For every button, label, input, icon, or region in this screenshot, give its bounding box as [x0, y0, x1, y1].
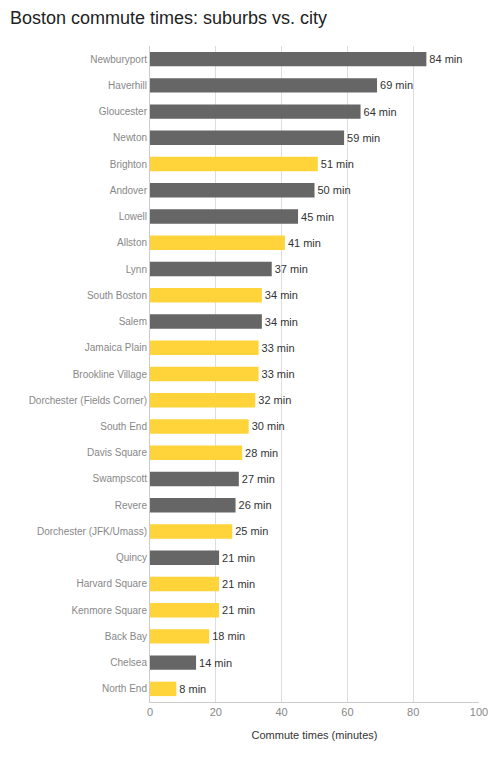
svg-text:0: 0	[147, 706, 153, 718]
svg-text:50 min: 50 min	[318, 184, 351, 196]
svg-text:Harvard Square: Harvard Square	[76, 578, 147, 589]
svg-text:32 min: 32 min	[258, 394, 291, 406]
svg-text:18 min: 18 min	[212, 630, 245, 642]
svg-text:South End: South End	[100, 421, 147, 432]
svg-text:25 min: 25 min	[235, 525, 268, 537]
svg-text:Allston: Allston	[117, 237, 147, 248]
svg-text:Revere: Revere	[115, 500, 148, 511]
svg-text:34 min: 34 min	[265, 289, 298, 301]
svg-text:34 min: 34 min	[265, 316, 298, 328]
svg-text:28 min: 28 min	[245, 447, 278, 459]
svg-text:33 min: 33 min	[262, 368, 295, 380]
svg-text:84 min: 84 min	[429, 53, 462, 65]
svg-text:26 min: 26 min	[239, 499, 272, 511]
svg-text:North End: North End	[102, 683, 147, 694]
svg-text:80: 80	[407, 706, 419, 718]
svg-text:Salem: Salem	[119, 316, 147, 327]
svg-text:100: 100	[470, 706, 488, 718]
svg-text:Jamaica Plain: Jamaica Plain	[85, 342, 147, 353]
svg-text:Dorchester (Fields Corner): Dorchester (Fields Corner)	[29, 395, 147, 406]
svg-text:30 min: 30 min	[252, 420, 285, 432]
svg-text:Quincy: Quincy	[116, 552, 147, 563]
svg-text:69 min: 69 min	[380, 79, 413, 91]
svg-text:Back Bay: Back Bay	[105, 631, 147, 642]
svg-text:40: 40	[275, 706, 287, 718]
svg-text:Lowell: Lowell	[119, 211, 147, 222]
svg-text:20: 20	[210, 706, 222, 718]
svg-text:Dorchester (JFK/Umass): Dorchester (JFK/Umass)	[37, 526, 147, 537]
svg-text:Davis Square: Davis Square	[87, 447, 147, 458]
svg-text:21 min: 21 min	[222, 552, 255, 564]
svg-text:Andover: Andover	[110, 185, 148, 196]
svg-text:14 min: 14 min	[199, 657, 232, 669]
svg-text:27 min: 27 min	[242, 473, 275, 485]
svg-text:33 min: 33 min	[262, 342, 295, 354]
svg-text:Boston commute times: suburbs: Boston commute times: suburbs vs. city	[10, 8, 327, 28]
svg-text:Swampscott: Swampscott	[93, 473, 148, 484]
svg-text:60: 60	[341, 706, 353, 718]
svg-text:21 min: 21 min	[222, 578, 255, 590]
svg-text:Haverhill: Haverhill	[108, 80, 147, 91]
svg-text:45 min: 45 min	[301, 211, 334, 223]
svg-text:Chelsea: Chelsea	[110, 657, 147, 668]
svg-text:Gloucester: Gloucester	[99, 106, 148, 117]
svg-text:37 min: 37 min	[275, 263, 308, 275]
svg-text:Commute times (minutes): Commute times (minutes)	[252, 729, 378, 741]
svg-text:8 min: 8 min	[179, 683, 206, 695]
svg-text:41 min: 41 min	[288, 237, 321, 249]
svg-text:64 min: 64 min	[364, 106, 397, 118]
svg-text:South Boston: South Boston	[87, 290, 147, 301]
svg-text:Newton: Newton	[113, 132, 147, 143]
svg-text:Lynn: Lynn	[126, 264, 147, 275]
svg-text:Kenmore Square: Kenmore Square	[71, 605, 147, 616]
svg-text:51 min: 51 min	[321, 158, 354, 170]
svg-text:21 min: 21 min	[222, 604, 255, 616]
svg-text:Brookline Village: Brookline Village	[73, 369, 148, 380]
svg-text:Newburyport: Newburyport	[90, 54, 147, 65]
svg-text:59 min: 59 min	[347, 132, 380, 144]
svg-text:Brighton: Brighton	[110, 159, 147, 170]
